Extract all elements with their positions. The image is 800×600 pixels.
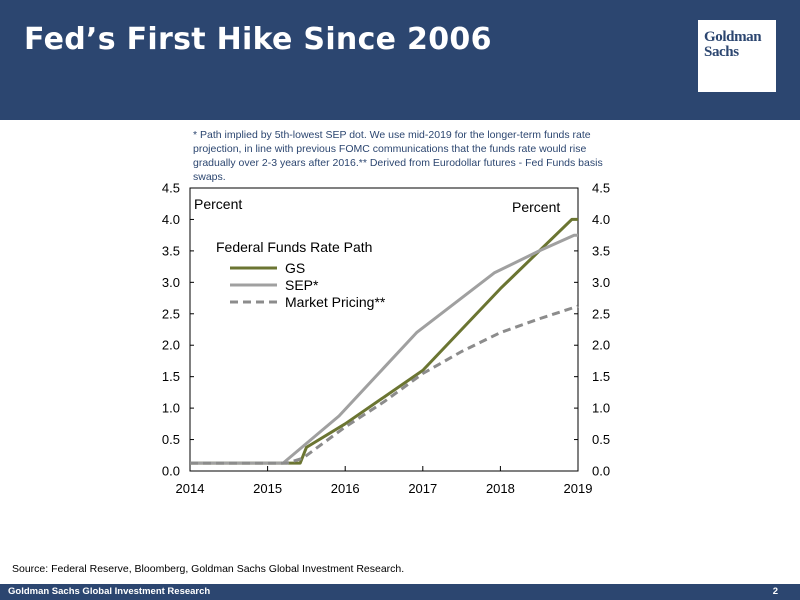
logo-line-1: Goldman (704, 29, 762, 45)
y-tick-label-right: 3.5 (592, 243, 610, 258)
y-axis-label-left: Percent (194, 196, 242, 212)
fed-funds-rate-chart: 0.0 0.0 0.5 0.5 1.0 1.0 1.5 1.5 2.0 2.0 2.5 2.5 3.0 3… (162, 181, 610, 497)
y-tick-label-left: 2.0 (162, 338, 180, 353)
y-tick-label-right: 4.0 (592, 212, 610, 227)
y-tick-label-right: 4.5 (592, 181, 610, 196)
legend-label-1: SEP* (285, 277, 319, 293)
source-note: Source: Federal Reserve, Bloomberg, Gold… (12, 563, 405, 575)
footer-label: Goldman Sachs Global Investment Research (8, 586, 211, 597)
chart-axes: 0.0 0.0 0.5 0.5 1.0 1.0 1.5 1.5 2.0 2.0 2.5 2.5 3.0 3… (162, 181, 610, 497)
slide-title: Fed’s First Hike Since 2006 (24, 22, 492, 57)
y-tick-label-left: 0.0 (162, 464, 180, 479)
series-line-2 (190, 304, 579, 465)
goldman-sachs-logo: Goldman Sachs (698, 20, 776, 92)
y-tick-label-left: 2.5 (162, 306, 180, 321)
chart-lines (190, 217, 579, 465)
y-tick-label-right: 1.5 (592, 369, 610, 384)
y-tick-label-right: 2.0 (592, 338, 610, 353)
page-number: 2 (772, 586, 778, 597)
legend-label-2: Market Pricing** (285, 294, 386, 310)
y-tick-label-left: 1.5 (162, 369, 180, 384)
y-tick-label-right: 0.0 (592, 464, 610, 479)
y-tick-label-left: 1.0 (162, 401, 180, 416)
chart-footnote: * Path implied by 5th-lowest SEP dot. We… (193, 129, 603, 183)
x-tick-label: 2019 (564, 481, 593, 496)
logo-line-2: Sachs (704, 44, 739, 60)
legend-title: Federal Funds Rate Path (216, 239, 372, 255)
x-tick-label: 2015 (253, 481, 282, 496)
series-line-1 (190, 233, 578, 465)
y-tick-label-left: 4.0 (162, 212, 180, 227)
y-axis-label-right: Percent (512, 199, 560, 215)
y-tick-label-left: 0.5 (162, 432, 180, 447)
y-tick-label-left: 3.0 (162, 275, 180, 290)
slide-footer: Goldman Sachs Global Investment Research… (0, 584, 800, 600)
y-tick-label-right: 0.5 (592, 432, 610, 447)
y-tick-label-left: 3.5 (162, 243, 180, 258)
y-tick-label-right: 1.0 (592, 401, 610, 416)
series-line-0 (190, 217, 578, 465)
x-tick-label: 2014 (176, 481, 205, 496)
x-tick-label: 2016 (331, 481, 360, 496)
plot-frame (189, 187, 579, 472)
legend-label-0: GS (285, 260, 305, 276)
y-tick-label-right: 2.5 (592, 306, 610, 321)
slide-header: Fed’s First Hike Since 2006 Goldman Sach… (0, 0, 800, 120)
y-tick-label-right: 3.0 (592, 275, 610, 290)
x-tick-label: 2017 (408, 481, 437, 496)
x-tick-label: 2018 (486, 481, 515, 496)
y-tick-label-left: 4.5 (162, 181, 180, 196)
